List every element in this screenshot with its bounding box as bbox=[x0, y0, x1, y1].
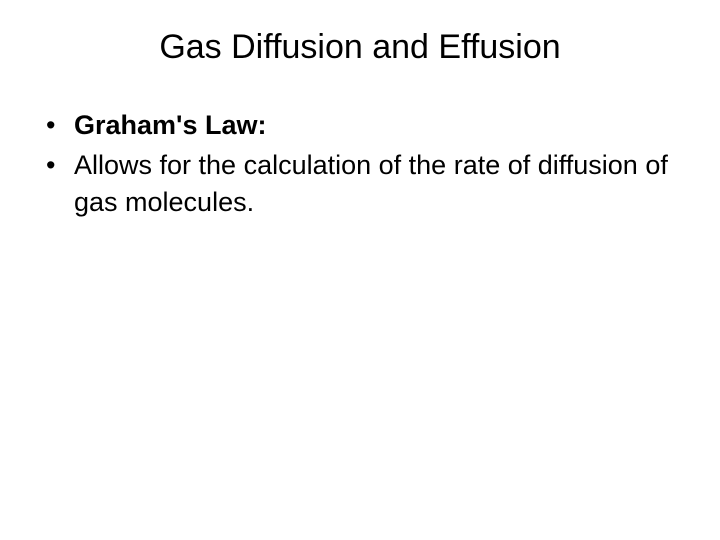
bullet-text: Graham's Law: bbox=[74, 110, 266, 140]
bullet-item: Allows for the calculation of the rate o… bbox=[40, 147, 680, 220]
bullet-list: Graham's Law: Allows for the calculation… bbox=[40, 107, 680, 220]
slide-title: Gas Diffusion and Effusion bbox=[40, 28, 680, 67]
bullet-text: Allows for the calculation of the rate o… bbox=[74, 150, 668, 216]
bullet-item: Graham's Law: bbox=[40, 107, 680, 143]
